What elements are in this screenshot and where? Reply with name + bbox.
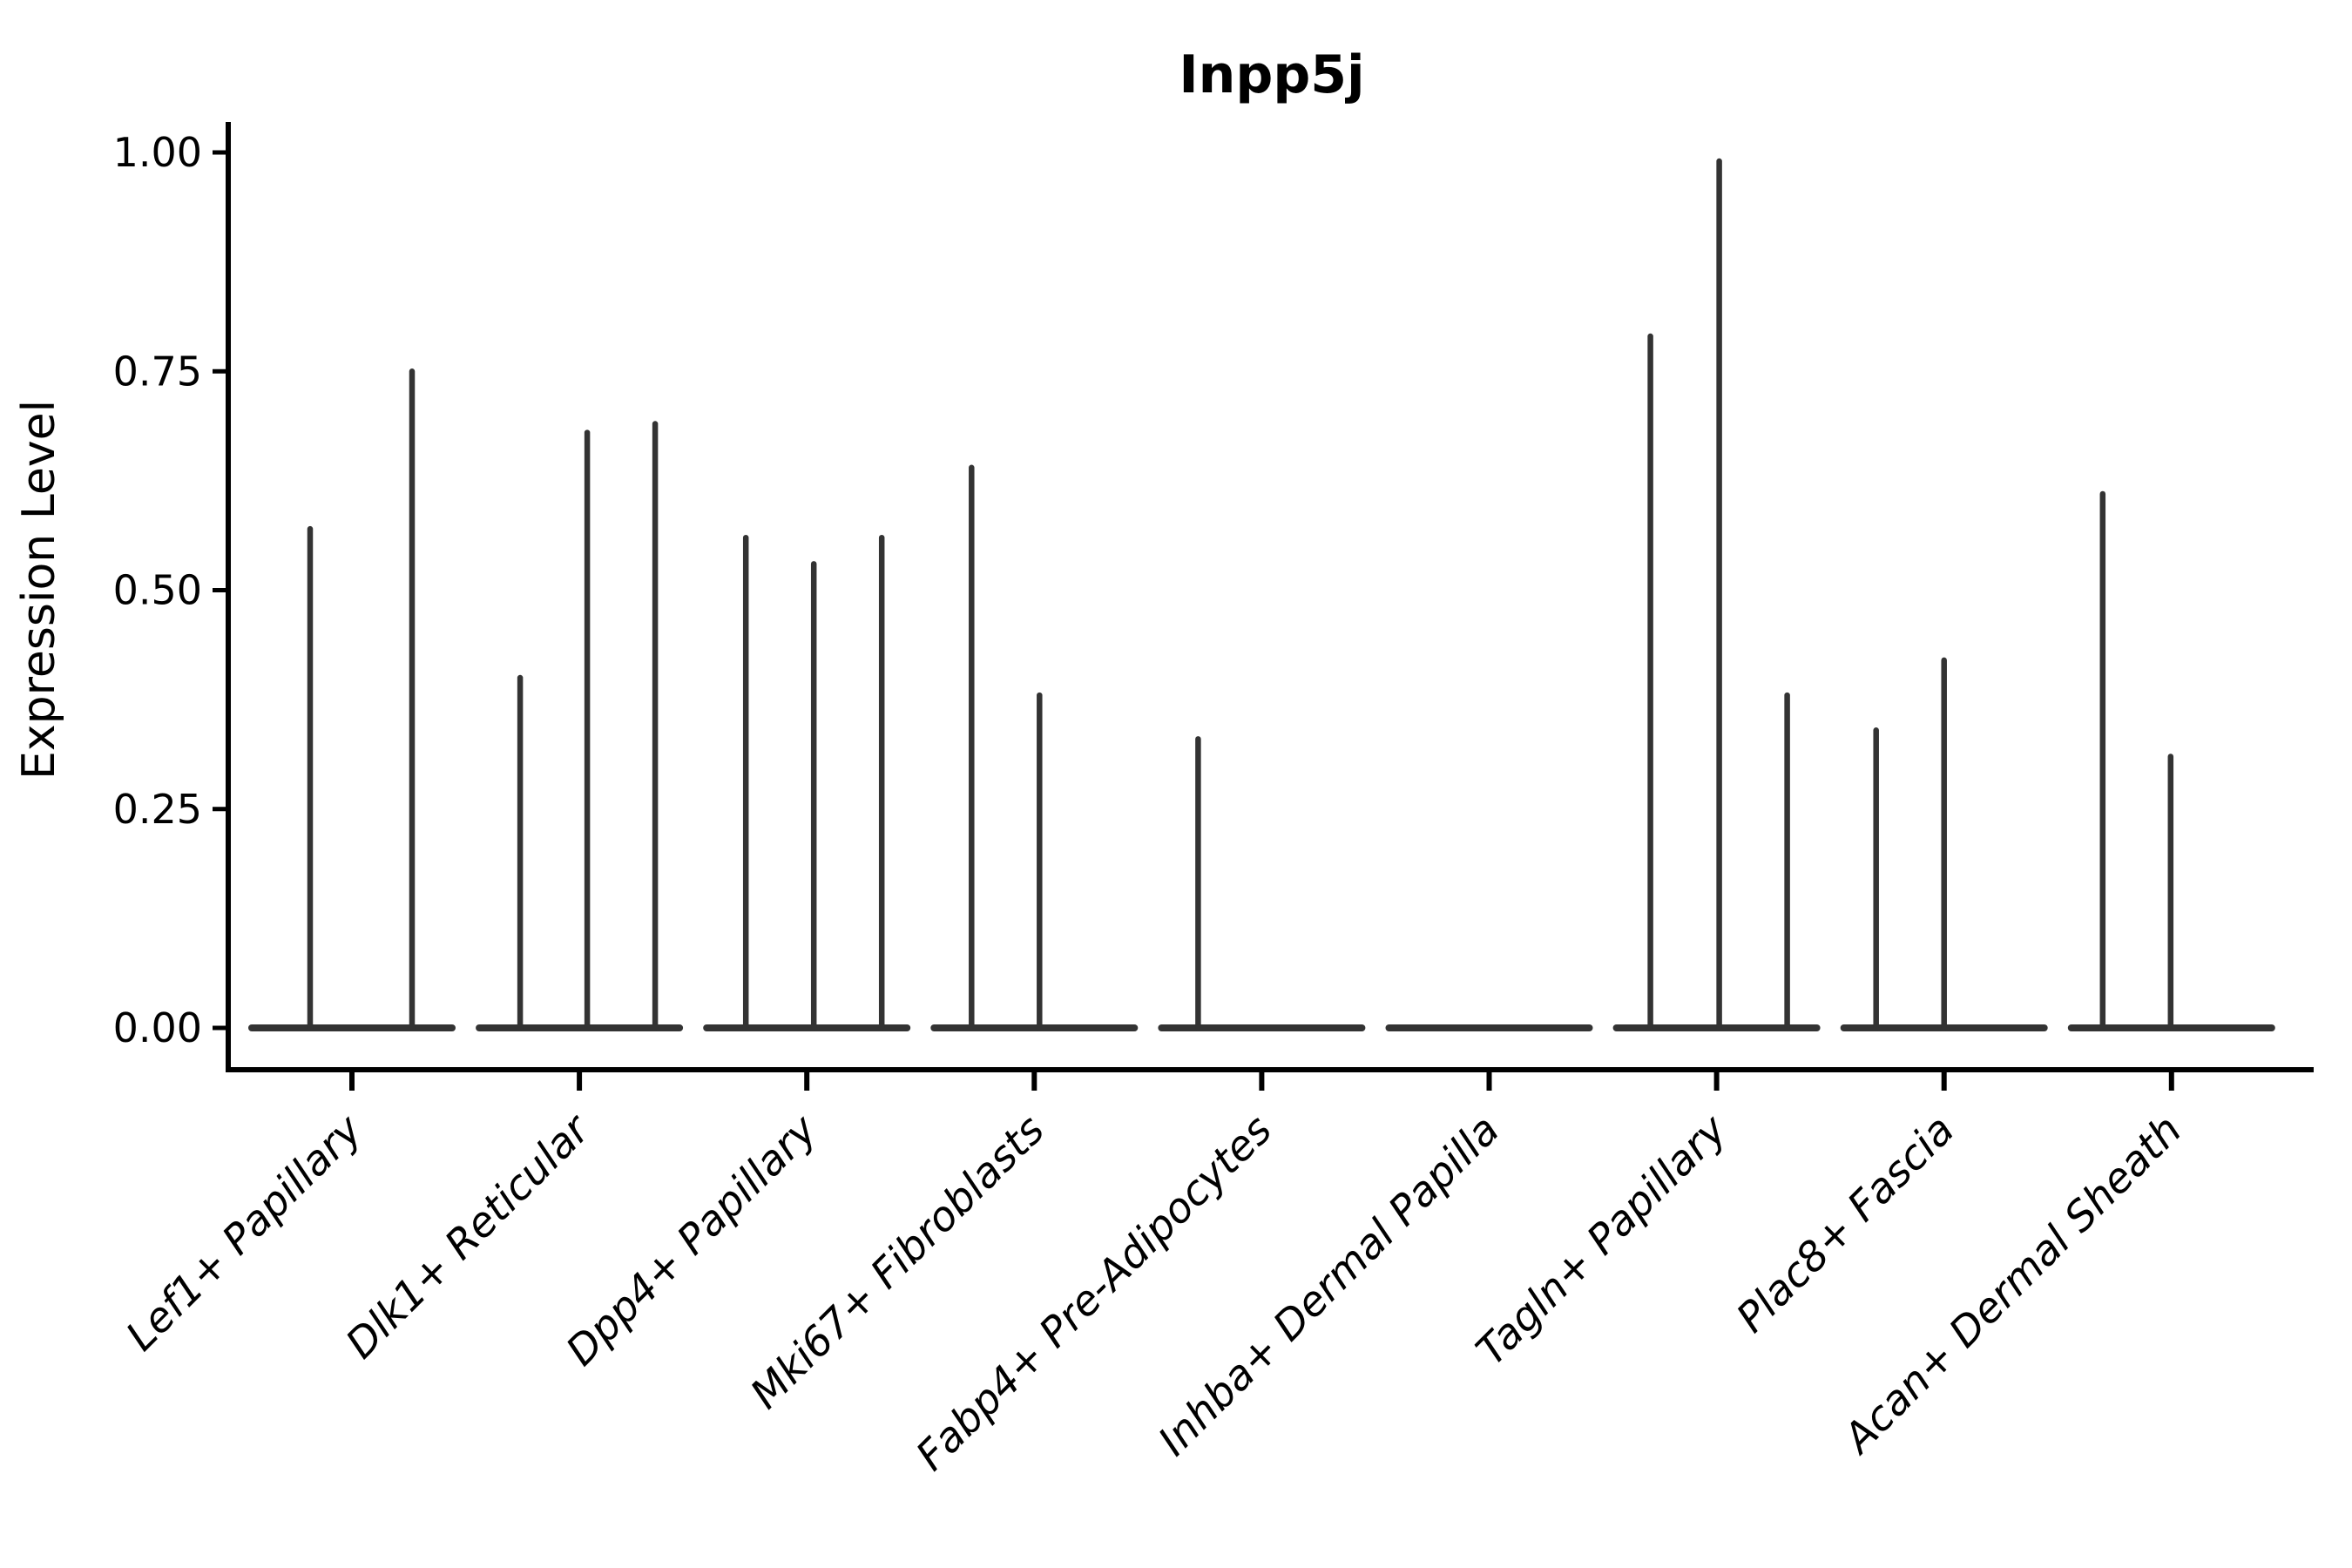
x-category-label: Dlk1+ Reticular	[337, 1105, 601, 1369]
x-category-label: Dpp4+ Papillary	[558, 1105, 828, 1375]
y-axis-ticks-group: 0.00 0.25 0.50 0.75 1.00	[113, 129, 228, 1051]
axis-spines-group	[226, 122, 2314, 1072]
x-category-label: Tagln+ Papillary	[1467, 1105, 1737, 1375]
violin-series-group	[248, 158, 2275, 1031]
y-tick-label: 0.75	[113, 348, 202, 395]
y-tick-label: 1.00	[113, 129, 202, 176]
y-tick-label: 0.50	[113, 567, 202, 614]
x-category-label: Plac8+ Fascia	[1727, 1106, 1963, 1342]
x-category-label: Lef1+ Papillary	[117, 1105, 372, 1361]
chart-title: Inpp5j	[1179, 44, 1364, 105]
y-tick-label: 0.25	[113, 786, 202, 833]
y-tick-label: 0.00	[113, 1004, 202, 1051]
y-axis-label: Expression Level	[13, 400, 65, 780]
